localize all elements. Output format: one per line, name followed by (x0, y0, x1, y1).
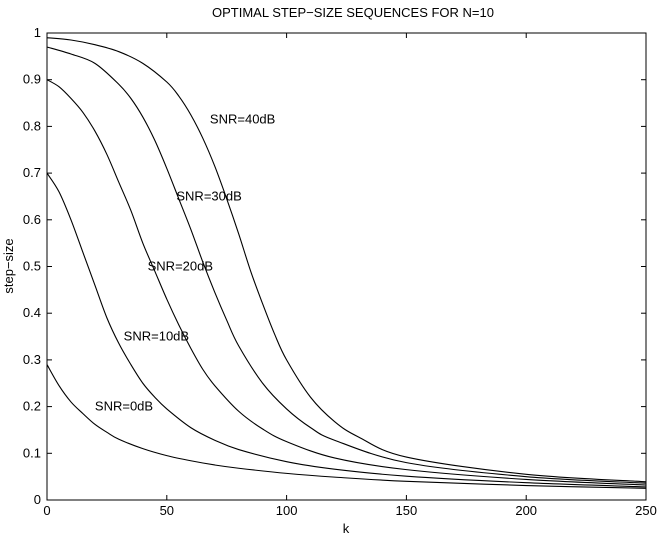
series-line-4 (46, 46, 647, 484)
series-line-3 (46, 79, 647, 486)
x-axis-label: k (343, 521, 350, 536)
x-tick-label: 100 (276, 503, 298, 518)
x-tick-label: 50 (160, 503, 174, 518)
y-axis-label: step−size (1, 238, 16, 293)
y-tick-label: 0.5 (23, 259, 41, 274)
x-tick-label: 200 (515, 503, 537, 518)
curve-annotation: SNR=30dB (176, 188, 241, 203)
x-tick-label: 150 (396, 503, 418, 518)
curve-annotation: SNR=20dB (148, 259, 213, 274)
y-tick-label: 0.2 (23, 399, 41, 414)
y-tick-label: 0.3 (23, 352, 41, 367)
x-tick-label: 0 (43, 503, 50, 518)
series-lines (46, 37, 647, 489)
curve-annotation: SNR=10dB (124, 329, 189, 344)
y-tick-label: 0 (34, 492, 41, 507)
y-tick-label: 0.6 (23, 212, 41, 227)
y-tick-label: 0.8 (23, 118, 41, 133)
y-tick-label: 0.1 (23, 445, 41, 460)
curve-annotation: SNR=0dB (95, 399, 153, 414)
curve-annotation: SNR=40dB (210, 111, 275, 126)
series-line-1 (46, 364, 647, 489)
y-tick-label: 0.7 (23, 165, 41, 180)
chart-title: OPTIMAL STEP−SIZE SEQUENCES FOR N=10 (212, 5, 494, 20)
x-axis: 0 50 100 150 200 250 (43, 33, 657, 518)
y-tick-label: 0.4 (23, 305, 41, 320)
series-line-5 (46, 37, 647, 483)
y-axis: 0 0.1 0.2 0.3 0.4 0.5 0.6 0.7 0.8 0.9 1 (23, 25, 646, 507)
y-tick-label: 0.9 (23, 72, 41, 87)
series-line-2 (46, 172, 647, 488)
curve-annotations: SNR=0dB SNR=10dB SNR=20dB SNR=30dB SNR=40dB (95, 111, 275, 413)
y-tick-label: 1 (34, 25, 41, 40)
x-tick-label: 250 (635, 503, 657, 518)
